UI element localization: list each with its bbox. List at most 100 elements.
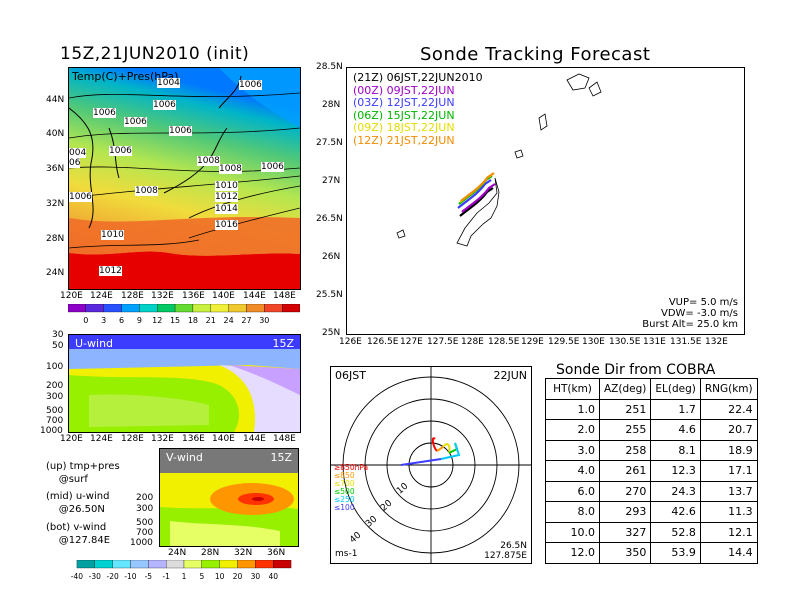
level-legend: ≥850hPa ≤850 ≤700 ≤500 ≤250 ≤100 xyxy=(334,464,368,512)
colorbar-tick: 20 xyxy=(233,572,243,581)
param-vdw: VDW= -3.0 m/s xyxy=(661,308,738,319)
hodograph-segment xyxy=(442,443,451,454)
lon-tick: 129E xyxy=(521,337,544,347)
header-ht: HT(km) xyxy=(545,378,600,400)
colorbar-swatch xyxy=(139,304,158,313)
isobar-label: 1010 xyxy=(101,230,124,240)
p-tick: 30 xyxy=(52,330,64,340)
colorbar-tick: 15 xyxy=(170,316,180,325)
isobar-label: 1006 xyxy=(93,108,116,118)
sonde-track-map: (21Z) 06JST,22JUN2010 (00Z) 09JST,22JUN … xyxy=(346,67,745,335)
isobar-label: 1006 xyxy=(153,100,176,110)
table-cell: 4.0 xyxy=(545,460,600,482)
colorbar-tick: 3 xyxy=(101,316,106,325)
sonde-table: HT(km) AZ(deg) EL(deg) RNG(km) 1.0 251 1.7… xyxy=(545,378,758,564)
p-tick: 300 xyxy=(46,392,64,402)
hodo-lon: 127.875E xyxy=(484,551,527,561)
table-row: 1.0 251 1.7 22.4 xyxy=(545,398,758,420)
colorbar-tick: 18 xyxy=(188,316,198,325)
colorbar-swatch xyxy=(94,560,113,569)
temp-colorbar: 0 3 6 9 12 15 18 21 24 27 30 xyxy=(68,304,300,325)
lat-tick: 28N xyxy=(322,100,341,110)
table-cell: 270 xyxy=(598,480,652,502)
table-cell: 12.0 xyxy=(545,542,600,564)
p-tick: 300 xyxy=(136,504,154,514)
p-tick: 200 xyxy=(136,493,154,503)
v-wind-field xyxy=(160,449,298,546)
table-cell: 12.3 xyxy=(650,460,701,482)
level-legend-item: ≥850hPa xyxy=(334,463,369,472)
p-tick: 700 xyxy=(136,528,154,538)
colorbar-tick: 30 xyxy=(259,316,269,325)
lon-tick: 124E xyxy=(90,434,113,444)
p-tick: 1000 xyxy=(40,426,63,436)
lat-tick: 28N xyxy=(201,548,220,558)
table-header-row: HT(km) AZ(deg) EL(deg) RNG(km) xyxy=(545,378,758,400)
isobar-label: 1008 xyxy=(135,186,158,196)
lon-tick: 132E xyxy=(151,291,174,301)
table-cell: 8.0 xyxy=(545,501,600,523)
isobar-label: 06 xyxy=(69,158,81,168)
isobar-label: 1006 xyxy=(239,80,262,90)
colorbar-swatch xyxy=(130,560,149,569)
isobar-label: 1016 xyxy=(215,220,238,230)
lat-tick: 32N xyxy=(46,199,65,209)
lon-tick: 127.5E xyxy=(427,337,459,347)
lon-tick: 131.5E xyxy=(670,337,702,347)
isobar-label: 1006 xyxy=(69,192,92,202)
isobar-label: 1012 xyxy=(215,192,238,202)
colorbar-tick: 30 xyxy=(251,572,261,581)
isobar-label: 1004 xyxy=(157,78,180,88)
colorbar-tick: -10 xyxy=(124,572,136,581)
colorbar-swatch xyxy=(264,304,283,313)
lat-tick: 27.5N xyxy=(316,138,343,148)
p-tick: 700 xyxy=(46,416,64,426)
isobar-label: 1006 xyxy=(169,126,192,136)
lon-tick: 128E xyxy=(121,434,144,444)
table-cell: 20.7 xyxy=(699,419,758,441)
colorbar-swatch xyxy=(237,560,256,569)
lat-tick: 26.5N xyxy=(316,214,343,224)
header-rng: RNG(km) xyxy=(699,378,758,400)
param-burst: Burst Alt= 25.0 km xyxy=(642,319,738,330)
table-cell: 52.8 xyxy=(650,521,701,543)
lon-tick: 128.5E xyxy=(488,337,520,347)
colorbar-swatch xyxy=(112,560,131,569)
lon-tick: 128E xyxy=(121,291,144,301)
sonde-table-wrap: HT(km) AZ(deg) EL(deg) RNG(km) 1.0 251 1.7… xyxy=(545,378,758,564)
colorbar-swatch xyxy=(192,304,211,313)
level-legend-item: ≤850 xyxy=(334,471,355,480)
table-cell: 12.1 xyxy=(699,521,758,543)
colorbar-swatch xyxy=(183,560,202,569)
lon-tick: 120E xyxy=(60,291,83,301)
hodo-date: 22JUN xyxy=(493,369,527,382)
u-wind-time: 15Z xyxy=(272,337,294,350)
level-legend-item: ≤500 xyxy=(334,487,355,496)
temp-pressure-map: Temp(C)+Pres(hPa) 1004 1006 1006 1006 10… xyxy=(68,67,301,290)
level-legend-item: ≤250 xyxy=(334,495,355,504)
lat-tick: 26N xyxy=(322,252,341,262)
table-cell: 17.1 xyxy=(699,460,758,482)
colorbar-tick: 24 xyxy=(224,316,234,325)
level-legend-item: ≤100 xyxy=(334,503,355,512)
table-cell: 255 xyxy=(598,419,652,441)
isobar-label: 1014 xyxy=(215,204,238,214)
lat-tick: 28.5N xyxy=(316,62,343,72)
table-row: 12.0 350 53.9 14.4 xyxy=(545,542,758,564)
table-cell: 251 xyxy=(598,398,652,420)
table-cell: 6.0 xyxy=(545,480,600,502)
colorbar-swatch xyxy=(219,560,238,569)
lon-tick: 136E xyxy=(182,291,205,301)
colorbar-tick: -20 xyxy=(106,572,118,581)
lon-tick: 131E xyxy=(643,337,666,347)
lon-tick: 148E xyxy=(273,291,296,301)
hodograph-panel: 06JST 22JUN 10 20 30 40 ≥850hPa ≤850 ≤70… xyxy=(330,366,532,564)
lon-tick: 130.5E xyxy=(609,337,641,347)
isobar-label: 1012 xyxy=(99,266,122,276)
main-title: Sonde Tracking Forecast xyxy=(420,44,651,65)
colorbar-swatch xyxy=(148,560,167,569)
header-el: EL(deg) xyxy=(650,378,701,400)
lat-tick: 40N xyxy=(46,129,65,139)
colorbar-swatch xyxy=(210,304,229,313)
v-wind-section: V-wind 15Z xyxy=(159,448,299,547)
